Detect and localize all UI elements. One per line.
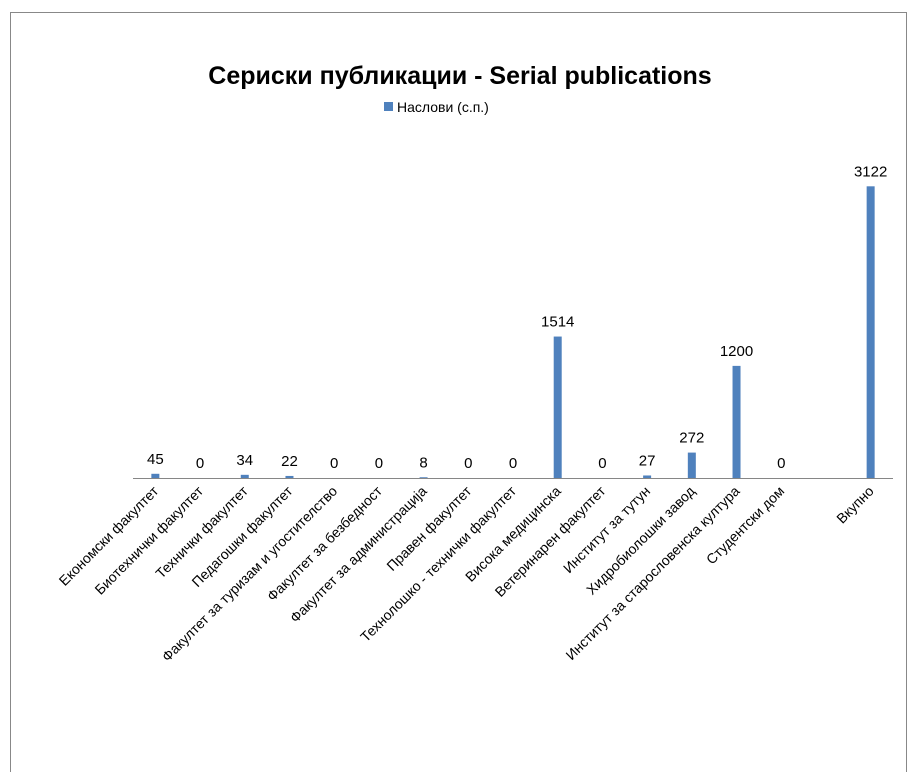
data-label: 3122 (854, 163, 887, 180)
chart-title: Сериски публикации - Serial publications (208, 62, 711, 90)
data-label: 1514 (541, 314, 574, 331)
data-label: 0 (196, 455, 204, 472)
data-label: 1200 (720, 343, 753, 360)
data-label: 0 (330, 455, 338, 472)
bar (643, 475, 652, 478)
data-label: 27 (639, 452, 656, 469)
chart-frame (10, 12, 907, 772)
data-label: 0 (598, 455, 606, 472)
legend-label: Наслови (с.п.) (397, 99, 489, 115)
data-label: 34 (236, 452, 253, 469)
data-label: 0 (464, 455, 472, 472)
bar (419, 477, 428, 478)
bar (285, 475, 294, 478)
bar (151, 473, 160, 478)
bar (553, 336, 562, 478)
bar (732, 365, 741, 478)
data-label: 8 (419, 454, 427, 471)
data-label: 0 (509, 455, 517, 472)
data-label: 0 (375, 455, 383, 472)
data-label: 0 (777, 455, 785, 472)
data-label: 272 (679, 430, 704, 447)
legend-swatch (384, 102, 393, 111)
data-label: 22 (281, 453, 298, 470)
bar (866, 186, 875, 479)
data-label: 45 (147, 451, 164, 468)
bar (240, 474, 249, 478)
bar (687, 452, 696, 478)
